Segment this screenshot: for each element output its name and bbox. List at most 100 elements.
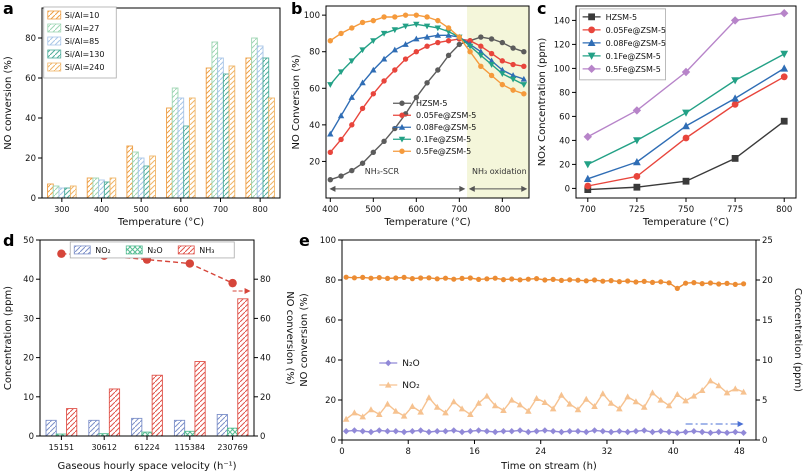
- panel-a: a 300 400 500 600 700 800 0 20 40 60 80 Temperature…: [0, 0, 288, 232]
- svg-text:20: 20: [23, 354, 34, 364]
- legend-b: HZSM-5 0.05Fe@ZSM-5 0.08Fe@ZSM-5 0.1Fe@ZSM-…: [392, 99, 476, 156]
- series-b-1: [327, 36, 527, 155]
- series-b-3: [327, 21, 528, 88]
- panel-label-b: b: [291, 0, 303, 18]
- svg-text:20: 20: [309, 157, 320, 167]
- svg-text:80: 80: [559, 88, 570, 98]
- legend-e: N₂O NO₂: [379, 359, 420, 391]
- svg-text:15: 15: [762, 316, 773, 326]
- svg-text:0: 0: [339, 447, 344, 457]
- svg-text:700: 700: [213, 205, 228, 214]
- svg-text:100: 100: [320, 236, 336, 246]
- svg-text:0: 0: [762, 436, 767, 446]
- svg-text:Concentration (ppm): Concentration (ppm): [792, 288, 803, 392]
- legend-d: NO₂ N₂O NH₃: [69, 241, 235, 259]
- svg-text:775: 775: [727, 205, 743, 215]
- svg-text:80: 80: [309, 48, 320, 58]
- svg-text:0.1Fe@ZSM-5: 0.1Fe@ZSM-5: [606, 52, 661, 61]
- chart-b-canvas: 400 500 600 700 800 20 40 60 80 100 Temperature (°…: [291, 5, 530, 228]
- svg-text:Temperature (°C): Temperature (°C): [117, 217, 204, 228]
- svg-text:Si/Al=85: Si/Al=85: [65, 37, 100, 46]
- svg-text:60: 60: [309, 84, 320, 94]
- svg-text:NO conversion (%): NO conversion (%): [284, 291, 295, 385]
- svg-text:40: 40: [559, 136, 570, 146]
- svg-text:600: 600: [173, 205, 188, 214]
- svg-text:15151: 15151: [49, 443, 74, 452]
- annotations-e: [685, 421, 744, 427]
- svg-text:40: 40: [23, 275, 34, 285]
- chart-e-canvas: 0 8 16 24 32 40 48 0 20 40 60 80 100 0 5 10 15 20 25 Time o…: [299, 236, 803, 472]
- series-b-0: [327, 34, 527, 183]
- svg-text:230769: 230769: [217, 443, 248, 452]
- chart-a-canvas: 300 400 500 600 700 800 0 20 40 60 80 Temperature (…: [3, 6, 281, 228]
- svg-text:NH₃ oxidation: NH₃ oxidation: [472, 167, 527, 176]
- svg-text:100: 100: [554, 64, 570, 74]
- axes-a: 300 400 500 600 700 800 0 20 40 60 80 Temperature (…: [3, 7, 281, 228]
- svg-text:400: 400: [94, 205, 109, 214]
- panel-e: e 0 8 16 24 32 40 48 0 20 40 60 80 100 0 5 10 15 20 25 Time…: [296, 231, 804, 476]
- svg-text:NO Conversion (%): NO Conversion (%): [291, 54, 302, 149]
- svg-text:40: 40: [325, 356, 336, 366]
- svg-text:80: 80: [25, 34, 36, 44]
- svg-text:10: 10: [762, 356, 773, 366]
- series-e-1: [342, 427, 747, 436]
- svg-text:20: 20: [325, 396, 336, 406]
- svg-text:61224: 61224: [134, 443, 159, 452]
- svg-text:16: 16: [469, 447, 480, 457]
- svg-text:0: 0: [260, 432, 265, 442]
- svg-text:20: 20: [762, 276, 773, 286]
- svg-text:700: 700: [580, 205, 596, 215]
- svg-text:32: 32: [602, 447, 613, 457]
- series-e-0: [343, 274, 747, 291]
- svg-text:NH₃-SCR: NH₃-SCR: [365, 167, 400, 176]
- svg-text:40: 40: [260, 354, 271, 364]
- svg-text:600: 600: [408, 205, 424, 215]
- svg-text:5: 5: [762, 396, 767, 406]
- svg-text:0.05Fe@ZSM-5: 0.05Fe@ZSM-5: [416, 111, 476, 120]
- svg-text:50: 50: [23, 236, 34, 246]
- svg-text:Time on stream (h): Time on stream (h): [500, 461, 597, 472]
- svg-text:0: 0: [31, 194, 36, 204]
- panel-label-a: a: [3, 0, 14, 18]
- axes-e: 0 8 16 24 32 40 48 0 20 40 60 80 100 0 5 10 15 20 25 Time o…: [299, 236, 803, 472]
- annotations-d: [232, 287, 251, 294]
- svg-text:NO conversion (%): NO conversion (%): [3, 56, 14, 150]
- svg-text:750: 750: [678, 205, 694, 215]
- series-c-1: [584, 73, 788, 190]
- series-c-2: [583, 64, 789, 182]
- svg-text:80: 80: [325, 276, 336, 286]
- svg-text:60: 60: [260, 314, 271, 324]
- legend-c: HZSM-5 0.05Fe@ZSM-5 0.08Fe@ZSM-5 0.1Fe@ZSM-…: [579, 8, 666, 81]
- svg-text:NO₂: NO₂: [402, 381, 420, 391]
- chart-c-canvas: 700 725 750 775 800 0 20 40 60 80 100 120 140 Tempera…: [537, 5, 797, 228]
- svg-text:800: 800: [776, 205, 792, 215]
- svg-text:60: 60: [25, 74, 36, 84]
- svg-text:500: 500: [134, 205, 149, 214]
- annotations-b: NH₃-SCR NH₃ oxidation: [329, 167, 528, 192]
- svg-text:0.08Fe@ZSM-5: 0.08Fe@ZSM-5: [606, 39, 666, 48]
- svg-text:NO conversion (%): NO conversion (%): [299, 293, 310, 387]
- svg-text:NO₂: NO₂: [95, 246, 111, 255]
- svg-text:HZSM-5: HZSM-5: [606, 13, 637, 22]
- chart-d-canvas: 15151 30612 61224 115384 230769 0 10 20 30 40 50 0 2…: [3, 236, 295, 472]
- axes-b: 400 500 600 700 800 20 40 60 80 100 Temperature (°…: [291, 5, 530, 228]
- svg-text:140: 140: [554, 16, 570, 26]
- svg-text:N₂O: N₂O: [147, 246, 163, 255]
- axes-d: 15151 30612 61224 115384 230769 0 10 20 30 40 50 0 2…: [3, 236, 295, 472]
- svg-text:115384: 115384: [175, 443, 206, 452]
- svg-text:0: 0: [565, 184, 570, 194]
- series-c-3: [583, 50, 789, 169]
- series-b-4: [327, 12, 527, 97]
- svg-text:20: 20: [260, 393, 271, 403]
- svg-text:25: 25: [762, 236, 773, 246]
- svg-text:8: 8: [406, 447, 411, 457]
- svg-text:0: 0: [331, 436, 336, 446]
- svg-text:300: 300: [54, 205, 69, 214]
- svg-text:0.05Fe@ZSM-5: 0.05Fe@ZSM-5: [606, 26, 666, 35]
- svg-text:0.5Fe@ZSM-5: 0.5Fe@ZSM-5: [606, 65, 661, 74]
- svg-text:N₂O: N₂O: [402, 359, 419, 369]
- panel-b: b 400 500 600 700 800 20 40 60 80 100 Temperature …: [288, 0, 534, 232]
- svg-text:0: 0: [29, 432, 34, 442]
- panel-d: d 15151 30612 61224 115384 230769 0 10 20 30 40 50…: [0, 231, 296, 476]
